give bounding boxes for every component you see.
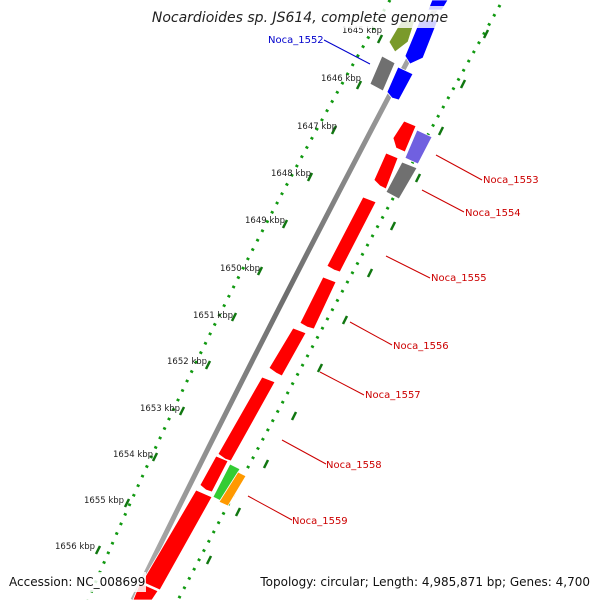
outer-strand-genes[interactable]: [132, 19, 417, 600]
kbp-label: 1645 kbp: [342, 26, 382, 36]
kbp-label: 1652 kbp: [167, 357, 207, 367]
kbp-label: 1649 kbp: [245, 216, 285, 226]
kbp-label: 1646 kbp: [321, 74, 361, 84]
map-title: Nocardioides sp. JS614, complete genome: [152, 10, 448, 26]
gene-arrow-gray-2[interactable]: [385, 161, 418, 200]
gene-arrow-red-3[interactable]: [326, 196, 377, 273]
accession-text: Accession: NC_008699: [9, 575, 145, 589]
gene-arrow-red-4[interactable]: [299, 276, 337, 330]
kbp-label: 1656 kbp: [55, 542, 95, 552]
kbp-labels: 1645 kbp 1646 kbp 1647 kbp 1648 kbp 1649…: [55, 26, 382, 552]
kbp-label: 1651 kbp: [193, 311, 233, 321]
kbp-label: 1653 kbp: [140, 404, 180, 414]
gene-arrow-red-8[interactable]: [141, 489, 213, 591]
dotted-ring-outer: [86, 0, 392, 600]
gene-label-noca-1555[interactable]: Noca_1555: [431, 273, 487, 284]
kbp-label: 1655 kbp: [84, 496, 124, 506]
kbp-label: 1648 kbp: [271, 169, 311, 179]
gene-arrow-red-2[interactable]: [373, 152, 399, 190]
footer-topology-backdrop: [256, 572, 596, 592]
gene-arrow-gray-1[interactable]: [369, 55, 396, 92]
dotted-ring-inner: [176, 4, 502, 600]
gene-label-noca-1554[interactable]: Noca_1554: [465, 208, 521, 219]
topology-text: Topology: circular; Length: 4,985,871 bp…: [259, 575, 590, 589]
gene-label-noca-1556[interactable]: Noca_1556: [393, 341, 449, 352]
gene-labels[interactable]: Noca_1552 Noca_1553 Noca_1554 Noca_1555 …: [268, 35, 539, 527]
gene-arrow-red-6[interactable]: [217, 376, 276, 462]
gene-arrow-red-1[interactable]: [392, 120, 417, 153]
leader-lines: [247, 39, 483, 521]
gene-label-noca-1557[interactable]: Noca_1557: [365, 390, 421, 401]
kbp-ticks-right: [205, 29, 490, 565]
footer-accession-backdrop: [4, 572, 146, 592]
inner-strand-genes[interactable]: [212, 0, 449, 507]
gene-arrow-red-5[interactable]: [268, 327, 307, 377]
gene-arrow-blue-2[interactable]: [386, 66, 414, 101]
footer: Accession: NC_008699 Topology: circular;…: [4, 572, 596, 592]
gene-label-noca-1552[interactable]: Noca_1552: [268, 35, 324, 46]
kbp-ticks-left: [94, 34, 384, 555]
kbp-label: 1654 kbp: [113, 450, 153, 460]
gene-label-noca-1559[interactable]: Noca_1559: [292, 516, 348, 527]
kbp-label: 1650 kbp: [220, 264, 260, 274]
title-backdrop: [150, 6, 448, 28]
kbp-label: 1647 kbp: [297, 122, 337, 132]
gene-arrow-orange[interactable]: [218, 471, 247, 507]
gene-label-noca-1553[interactable]: Noca_1553: [483, 175, 539, 186]
gene-arrow-red-7[interactable]: [199, 455, 229, 493]
gene-arrow-purple[interactable]: [404, 129, 433, 165]
gene-label-noca-1558[interactable]: Noca_1558: [326, 460, 382, 471]
